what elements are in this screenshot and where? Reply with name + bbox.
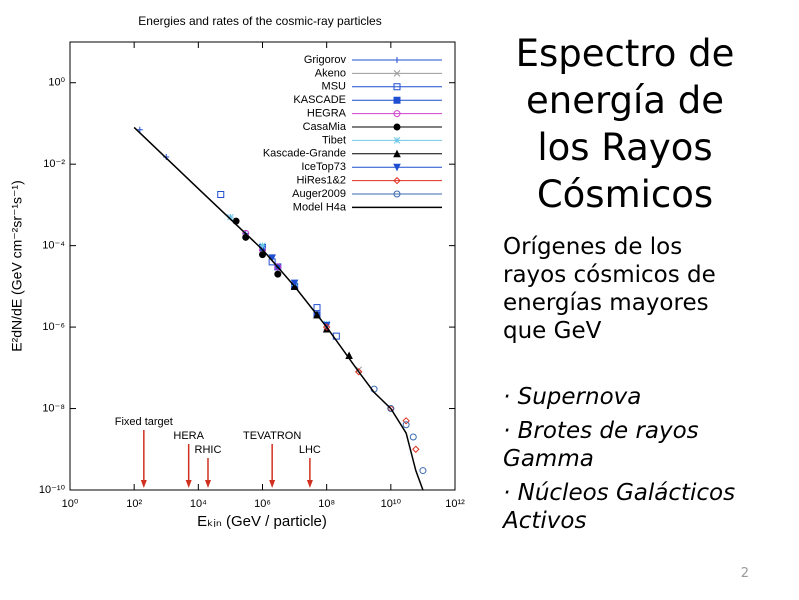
- y-tick-label: 10⁻⁴: [42, 240, 65, 252]
- slide-title: energía de: [526, 79, 724, 122]
- legend-label: Tibet: [322, 134, 346, 146]
- x-tick-label: 10⁴: [190, 498, 207, 510]
- slide-title: Espectro de: [516, 32, 735, 75]
- data-point: [419, 467, 427, 474]
- data-point: [322, 323, 331, 331]
- legend-label: Akeno: [315, 67, 346, 79]
- x-tick-label: 10²: [126, 498, 142, 510]
- x-tick-label: 10¹²: [445, 498, 465, 510]
- y-tick-label: 10⁻⁶: [42, 321, 65, 333]
- data-point: [412, 445, 420, 453]
- data-point: [259, 251, 267, 259]
- annotation: Fixed target: [115, 416, 173, 428]
- data-point: [393, 137, 401, 144]
- data-point: [259, 242, 266, 249]
- data-point: [409, 433, 417, 441]
- bullet: Gamma: [503, 446, 594, 472]
- body-text: rayos cósmicos de: [503, 262, 716, 288]
- legend-label: Grigorov: [304, 54, 347, 66]
- page-number: 2: [741, 566, 749, 581]
- annotation-arrowhead: [185, 480, 192, 488]
- y-tick-label: 10⁻⁸: [42, 402, 65, 414]
- bullet: · Brotes de rayos: [503, 418, 699, 444]
- x-tick-label: 10⁰: [62, 498, 79, 510]
- bullet: · Supernova: [503, 384, 641, 410]
- y-tick-label: 10⁻²: [43, 158, 65, 170]
- legend-label: Kascade-Grande: [263, 148, 346, 160]
- data-point: [394, 57, 400, 63]
- data-point: [217, 191, 225, 199]
- x-axis-label: Eₖᵢₙ (GeV / particle): [197, 513, 327, 530]
- data-point: [274, 270, 282, 278]
- data-point: [355, 366, 363, 374]
- data-point: [393, 190, 401, 198]
- data-point: [402, 421, 410, 429]
- data-point: [355, 368, 363, 376]
- data-point: [393, 83, 401, 91]
- body-text: Orígenes de los: [503, 234, 682, 260]
- legend-label: MSU: [322, 81, 347, 93]
- annotation-arrowhead: [269, 480, 276, 488]
- chart-title: Energies and rates of the cosmic-ray par…: [138, 14, 381, 28]
- data-point: [393, 176, 401, 185]
- x-tick-label: 10¹⁰: [381, 498, 402, 510]
- data-point: [393, 96, 401, 104]
- slide-title: Cósmicos: [537, 173, 713, 216]
- bullet: · Núcleos Galácticos: [503, 480, 735, 506]
- data-point: [227, 213, 234, 221]
- legend-label: Auger2009: [292, 188, 346, 200]
- legend-label: CasaMia: [303, 121, 347, 133]
- annotation: HERA: [173, 430, 204, 442]
- data-point: [393, 163, 401, 172]
- data-point: [290, 279, 299, 288]
- legend-label: HiRes1&2: [296, 175, 346, 187]
- annotation-arrowhead: [204, 480, 211, 488]
- data-point: [393, 70, 401, 77]
- annotation: TEVATRON: [243, 430, 301, 442]
- data-point: [370, 385, 378, 393]
- data-point: [313, 304, 321, 312]
- annotation-arrowhead: [140, 480, 147, 488]
- legend-label: KASCADE: [293, 94, 346, 106]
- data-point: [393, 110, 401, 118]
- y-axis-label: E²dN/dE (GeV cm⁻²sr⁻¹s⁻¹): [9, 180, 25, 352]
- data-point: [393, 123, 401, 131]
- annotation-arrowhead: [306, 480, 313, 488]
- slide-title: los Rayos: [537, 126, 712, 169]
- body-text: que GeV: [503, 318, 602, 344]
- x-tick-label: 10⁶: [254, 498, 271, 510]
- legend-label: IceTop73: [301, 161, 346, 173]
- data-point: [393, 149, 401, 158]
- y-tick-label: 10⁻¹⁰: [39, 484, 66, 496]
- annotation: RHIC: [195, 444, 222, 456]
- annotation: LHC: [299, 444, 321, 456]
- bullet: Activos: [501, 508, 586, 534]
- y-tick-label: 10⁰: [48, 77, 65, 89]
- legend-label: Model H4a: [293, 201, 347, 213]
- legend-label: HEGRA: [307, 108, 347, 120]
- data-point: [402, 417, 410, 425]
- model-line: [133, 126, 424, 491]
- x-tick-label: 10⁸: [318, 498, 335, 510]
- chart: Energies and rates of the cosmic-ray par…: [9, 14, 465, 530]
- body-text: energías mayores: [503, 290, 709, 316]
